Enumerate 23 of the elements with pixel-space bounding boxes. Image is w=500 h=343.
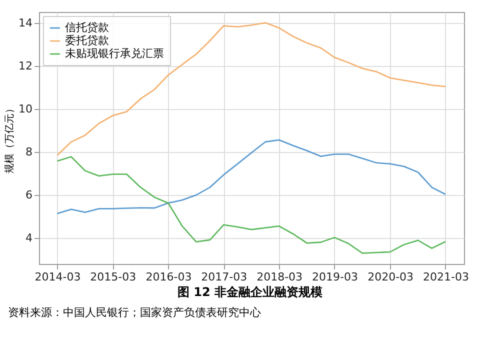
line-series [56, 22, 446, 156]
x-tick-label: 2016-03 [146, 270, 192, 284]
text: 图 12 非金融企业融资规模 [176, 284, 324, 301]
x-tick-label: 2020-03 [368, 270, 414, 284]
y-tick-label: 12 [18, 59, 32, 72]
y-axis-title: 规模（万亿元） [4, 104, 16, 174]
y-tick-label: 6 [26, 188, 32, 202]
x-tick-label: 2015-03 [90, 270, 136, 284]
legend-label: 委托贷款 [65, 34, 109, 47]
line-series [56, 139, 446, 214]
x-tick-label: 2021-03 [422, 270, 469, 284]
legend-label: 信托贷款 [65, 21, 109, 34]
text: 资料来源：中国人民银行；国家资产负债表研究中心 [8, 305, 262, 320]
legend-label: 未贴现银行承兑汇票 [65, 47, 164, 60]
x-tick-label: 2017-03 [201, 270, 248, 284]
y-tick-label: 4 [26, 232, 32, 245]
y-tick-label: 14 [18, 16, 32, 30]
y-tick-label: 8 [26, 146, 32, 158]
x-tick-label: 2018-03 [256, 270, 303, 284]
x-tick-label: 2014-03 [34, 270, 81, 284]
x-tick-label: 2019-03 [312, 270, 358, 284]
line-series [56, 156, 446, 254]
y-tick-label: 10 [18, 102, 32, 116]
